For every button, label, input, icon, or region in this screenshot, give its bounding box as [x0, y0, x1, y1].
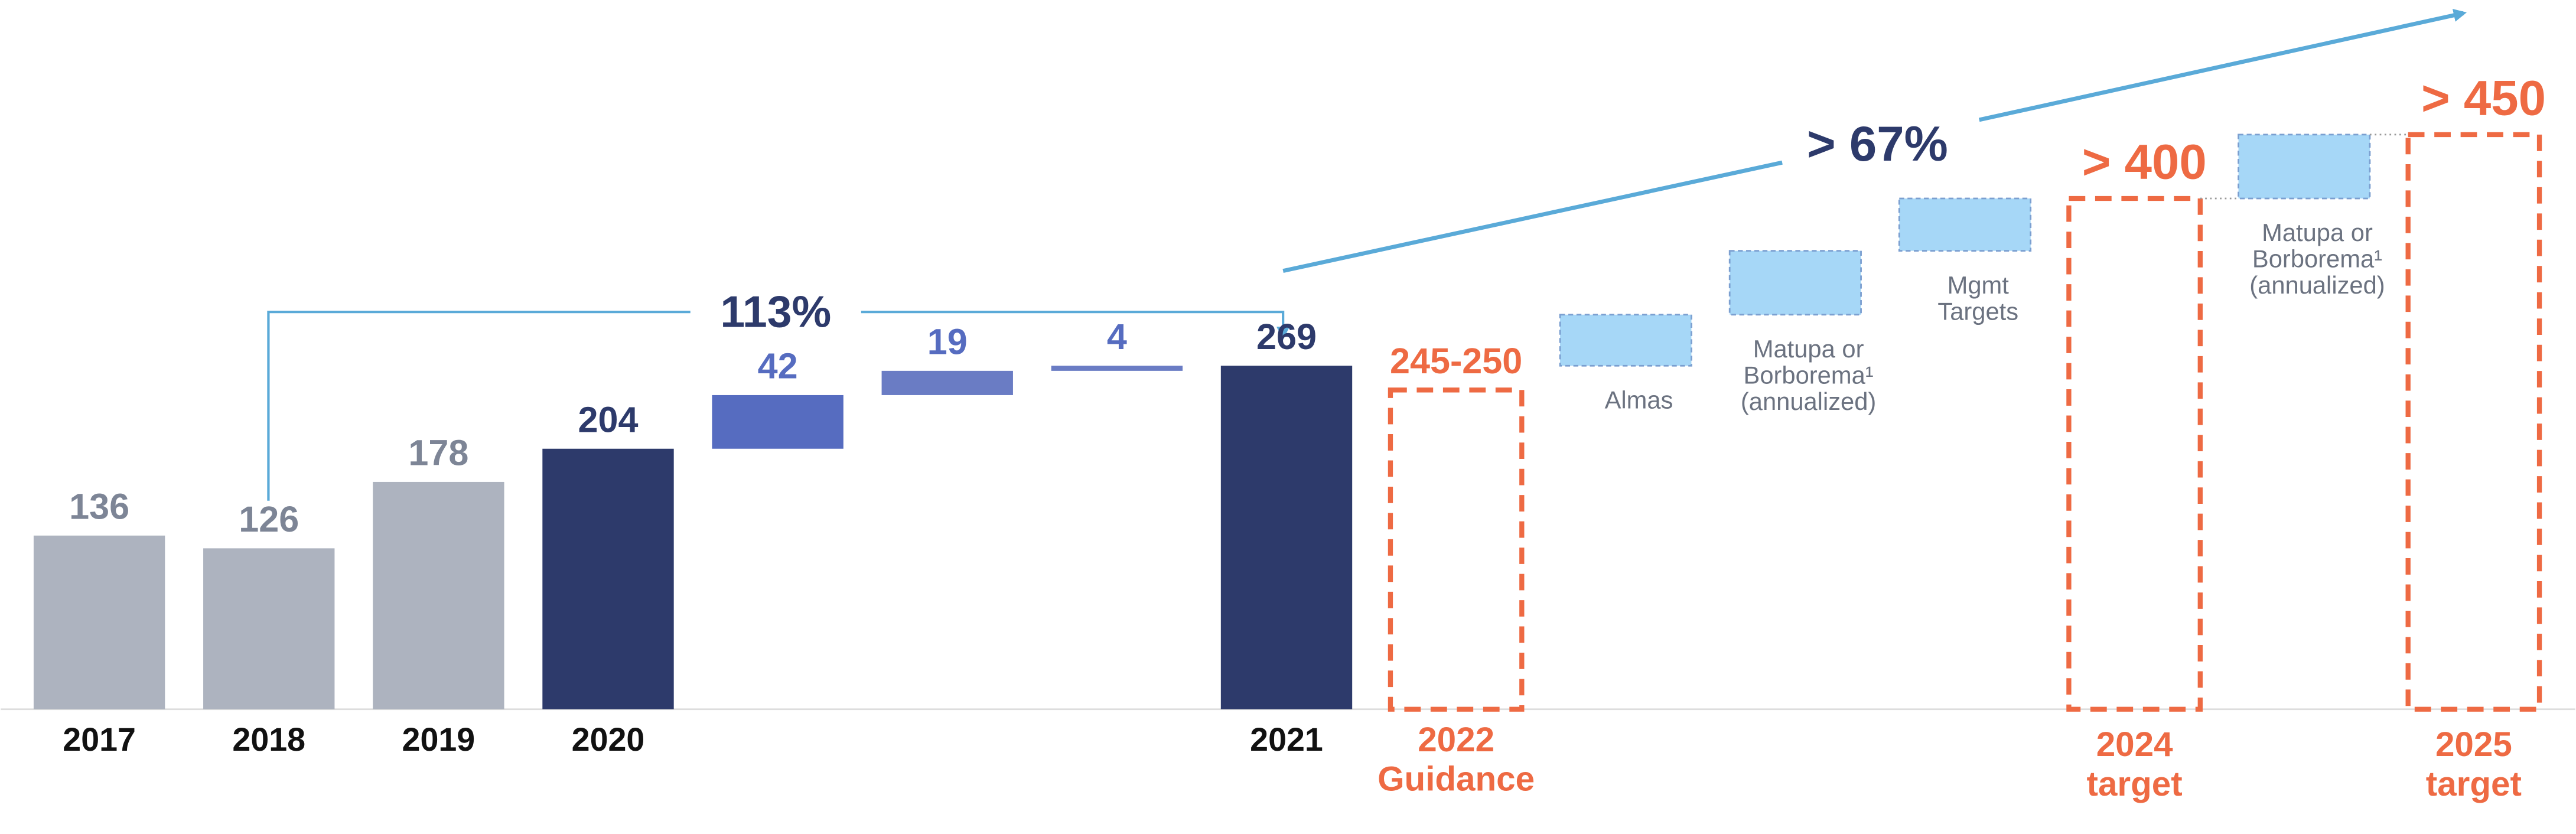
category-label: 2025	[2435, 725, 2512, 764]
category-label: 2020	[572, 721, 645, 758]
estimate-box	[1559, 314, 1692, 367]
category-label: Matupa or	[2262, 219, 2373, 246]
category-label: target	[2087, 765, 2183, 803]
category-label: Matupa or	[1753, 335, 1864, 363]
bar	[2405, 132, 2542, 712]
estimate-box	[1728, 250, 1862, 316]
value-label: 136	[69, 486, 129, 526]
value-label: 269	[1256, 317, 1317, 357]
category-label: 2017	[63, 721, 136, 758]
growth-arrow	[1978, 8, 2467, 122]
bar	[373, 481, 504, 709]
annotation: > 67%	[1807, 116, 1948, 171]
value-label: > 450	[2421, 70, 2546, 125]
bar	[203, 548, 335, 709]
estimate-box	[1898, 197, 2032, 252]
bar	[1051, 366, 1183, 371]
bar	[542, 448, 674, 709]
category-label: target	[2426, 765, 2522, 803]
bar	[712, 395, 844, 449]
bar	[881, 370, 1013, 395]
value-label: 42	[758, 346, 798, 386]
growth-line	[1282, 160, 1783, 273]
category-label: 2021	[1250, 721, 1323, 758]
category-label: (annualized)	[1741, 387, 1876, 415]
annotation: 113%	[720, 286, 831, 336]
estimate-box	[2238, 133, 2371, 200]
category-label: Borborema¹	[2252, 245, 2382, 273]
category-label: Almas	[1605, 386, 1673, 413]
bar	[33, 535, 165, 709]
value-label: 245-250	[1390, 341, 1522, 381]
value-label: 19	[927, 322, 968, 362]
category-label: Mgmt	[1948, 271, 2010, 299]
bar	[2066, 196, 2203, 712]
category-label: 2018	[232, 721, 305, 758]
bar	[1388, 387, 1525, 712]
value-label: 126	[239, 499, 299, 539]
category-label: 2022	[1418, 721, 1494, 759]
bracket-arrow	[861, 311, 1290, 340]
category-label: Guidance	[1377, 760, 1535, 798]
category-label: 2024	[2096, 725, 2173, 764]
category-label: 2019	[402, 721, 476, 758]
value-label: 4	[1107, 317, 1127, 357]
category-label: (annualized)	[2249, 271, 2385, 299]
value-label: 178	[408, 433, 468, 473]
category-label: Borborema¹	[1744, 361, 1874, 389]
category-label: Targets	[1937, 297, 2018, 325]
bar	[1220, 366, 1353, 709]
value-label: > 400	[2082, 134, 2207, 189]
value-label: 204	[578, 399, 638, 439]
bracket-line	[267, 311, 691, 501]
